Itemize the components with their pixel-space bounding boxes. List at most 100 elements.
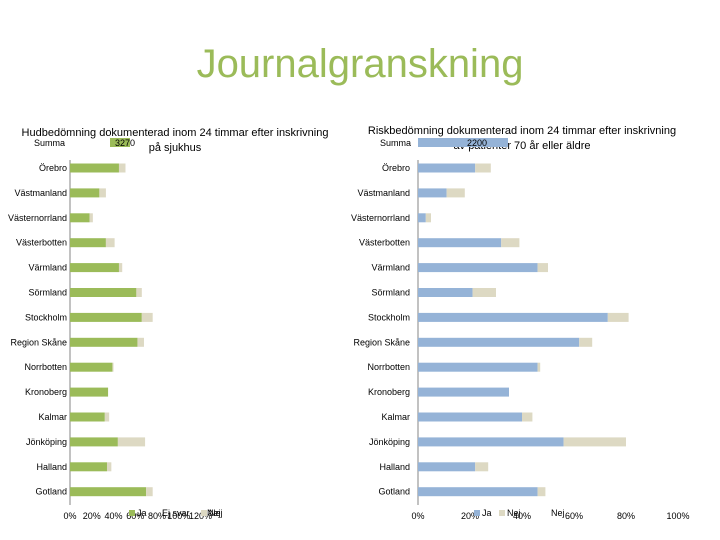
- chart2-legend-label: Ja: [482, 508, 492, 518]
- chart1-summa-label: Summa: [34, 138, 65, 148]
- chart2-title-line1: Riskbedömning dokumenterad inom 24 timma…: [368, 125, 676, 137]
- chart2-bar-ja: [418, 213, 426, 223]
- chart2-legend-label: Nej: [507, 508, 521, 518]
- chart2-summa-value: 2200: [467, 138, 487, 148]
- chart1-bar-nej: [117, 437, 146, 447]
- chart2-bar-nej: [501, 238, 520, 248]
- chart1-x-tick-label: 60%: [126, 511, 144, 521]
- chart2-bar-ja: [418, 412, 522, 422]
- chart1-bar-nej: [118, 263, 123, 273]
- chart1-category-label: Kronoberg: [25, 387, 67, 397]
- chart1-summa-value: 3270: [115, 138, 135, 148]
- chart2-bar-nej: [607, 312, 629, 322]
- chart1-category-label: Värmland: [28, 263, 67, 273]
- chart2-bar-ja: [418, 288, 473, 297]
- chart2-category-label: Halland: [379, 462, 410, 472]
- chart1-category-label: Kalmar: [38, 412, 67, 422]
- chart1-bar-nej: [89, 213, 93, 223]
- chart2-bar-nej: [475, 462, 489, 472]
- chart1-bar-ja: [70, 312, 142, 322]
- page-title: Journalgranskning: [196, 42, 524, 86]
- chart2-bar-nej: [475, 163, 491, 173]
- chart1-bar-nej: [104, 412, 110, 422]
- chart1-category-label: Västmanland: [14, 188, 67, 198]
- chart1-category-label: Stockholm: [25, 312, 67, 322]
- chart1-category-label: Norrbotten: [24, 362, 67, 372]
- chart2-bar-ja: [418, 462, 476, 472]
- chart1-legend-extra-label: Nej: [207, 508, 221, 518]
- chart1-x-tick-label: 100%: [167, 511, 190, 521]
- chart2-bar-nej: [425, 213, 431, 223]
- chart1-summa-bar: [110, 138, 130, 147]
- chart1-category-label: Västernorrland: [8, 213, 67, 223]
- chart1-bar-ja: [70, 412, 105, 422]
- chart1-bar-ja: [70, 163, 119, 173]
- chart2-legend-swatch: [499, 510, 505, 516]
- chart2-category-label: Jönköping: [369, 437, 410, 447]
- chart2-bar-nej: [522, 412, 533, 422]
- chart2-bar-ja: [418, 387, 509, 397]
- chart2-bar-nej: [537, 263, 548, 273]
- chart1-legend-extra-label: Ej svar: [162, 508, 190, 518]
- chart2-summa-label: Summa: [380, 138, 411, 148]
- chart1-x-tick-label: 120%: [189, 511, 212, 521]
- chart2-category-label: Gotland: [378, 487, 410, 497]
- chart1-legend-label: Nej: [209, 508, 223, 518]
- chart1-bar-ja: [70, 263, 119, 273]
- chart1-x-tick-label: 80%: [148, 511, 166, 521]
- chart2-bar-ja: [418, 163, 476, 173]
- chart2-category-label: Västernorrland: [351, 213, 410, 223]
- chart1-category-label: Västerbotten: [16, 238, 67, 248]
- chart1-bar-ja: [70, 337, 138, 347]
- chart1-category-label: Halland: [36, 462, 67, 472]
- chart2-legend-swatch: [474, 510, 480, 516]
- chart2-category-label: Kalmar: [381, 412, 410, 422]
- chart1-bar-nej: [137, 337, 144, 347]
- chart1-bar-nej: [141, 312, 153, 322]
- chart2-x-tick-label: 100%: [666, 511, 689, 521]
- chart2-category-label: Kronoberg: [368, 387, 410, 397]
- chart1-category-label: Gotland: [35, 487, 67, 497]
- chart1-bar-ja: [70, 387, 109, 397]
- chart1-category-label: Örebro: [39, 163, 67, 173]
- chart1-bar-nej: [136, 288, 142, 297]
- chart2-category-label: Sörmland: [371, 288, 410, 298]
- chart2-bar-nej: [446, 188, 465, 198]
- chart2-category-label: Västerbotten: [359, 238, 410, 248]
- chart2-x-tick-label: 60%: [565, 511, 583, 521]
- chart1-bar-ja: [70, 213, 90, 223]
- chart1-bar-ja: [70, 437, 118, 447]
- chart1-bar-ja: [70, 188, 100, 198]
- chart1-bar-ja: [70, 288, 137, 297]
- chart1-bar-ja: [70, 362, 113, 372]
- chart2-bar-ja: [418, 312, 608, 322]
- chart2-x-tick-label: 20%: [461, 511, 479, 521]
- chart2-bar-ja: [418, 437, 564, 447]
- chart2-category-label: Värmland: [371, 263, 410, 273]
- chart2-bar-nej: [537, 487, 546, 497]
- chart1-legend-swatch: [201, 510, 207, 516]
- chart2-legend-extra-label: Nej: [551, 508, 565, 518]
- chart2-x-tick-label: 80%: [617, 511, 635, 521]
- chart2-bar-nej: [563, 437, 626, 447]
- chart2-category-label: Stockholm: [368, 312, 410, 322]
- chart2-bar-ja: [418, 238, 502, 248]
- chart2-bar-ja: [418, 487, 538, 497]
- chart1-x-tick-label: 0%: [63, 511, 76, 521]
- chart1-category-label: Sörmland: [28, 288, 67, 298]
- chart2-bar-ja: [418, 362, 538, 372]
- chart1-title-line1: Hudbedömning dokumenterad inom 24 timmar…: [22, 127, 329, 139]
- chart1-title-line2: på sjukhus: [149, 142, 202, 154]
- chart1-x-tick-label: 20%: [83, 511, 101, 521]
- chart1-bar-nej: [106, 462, 112, 472]
- chart1-legend-swatch: [129, 510, 135, 516]
- chart1-category-label: Jönköping: [26, 437, 67, 447]
- chart2-category-label: Västmanland: [357, 188, 410, 198]
- chart2-bar-ja: [418, 263, 538, 273]
- chart2-category-label: Region Skåne: [353, 337, 410, 347]
- chart1-bar-ja: [70, 487, 147, 497]
- chart1-bar-nej: [99, 188, 106, 198]
- chart1-bar-ja: [70, 238, 106, 248]
- chart1-x-tick-label: 40%: [105, 511, 123, 521]
